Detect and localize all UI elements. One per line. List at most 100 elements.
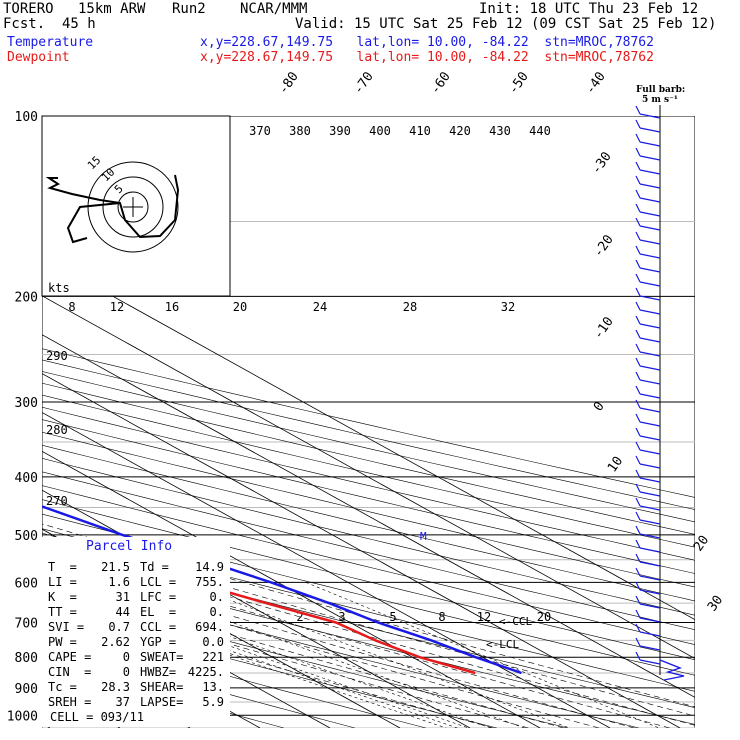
pressure-tick-label: 400 bbox=[15, 471, 38, 486]
parcel-metric-value: 0 bbox=[122, 665, 130, 679]
parcel-info-panel: Parcel Info T = 21.5 Td = 14.9 LI = 1.6 LCL = 7… bbox=[42, 537, 230, 727]
valid-time: Valid: 15 UTC Sat 25 Feb 12 (09 CST Sat … bbox=[295, 16, 717, 32]
wind-barb bbox=[635, 413, 661, 427]
dewpoint-location: x,y=228.67,149.75 lat,lon= 10.00, -84.22… bbox=[200, 50, 654, 65]
parcel-metric-value: 1.6 bbox=[108, 575, 130, 589]
theta-label: 380 bbox=[289, 124, 311, 138]
resolution-label: 15km ARW bbox=[78, 1, 146, 17]
dry-adiabat-line bbox=[42, 513, 695, 676]
isotherm-label: 20 bbox=[691, 533, 712, 554]
theta-label: 370 bbox=[249, 124, 271, 138]
wind-barb bbox=[635, 385, 661, 399]
parcel-metric-label: PW = bbox=[48, 635, 77, 649]
mixing-ratio-label: 28 bbox=[403, 300, 417, 314]
parcel-metric-label: LAPSE= bbox=[140, 695, 184, 709]
parcel-metric-value: 0.0 bbox=[202, 635, 224, 649]
parcel-metric-label: SREH = bbox=[48, 695, 92, 709]
mixing-ratio-line bbox=[305, 582, 660, 728]
parcel-metric-label: Tc = bbox=[48, 680, 77, 694]
moist-adiabat-line bbox=[42, 532, 695, 717]
wind-barb bbox=[635, 133, 661, 147]
wind-barb bbox=[635, 147, 661, 161]
source-label: NCAR/MMM bbox=[240, 1, 308, 17]
wind-barb bbox=[635, 525, 661, 539]
wind-barb bbox=[635, 651, 661, 665]
parcel-metric-value: 14.9 bbox=[195, 560, 224, 574]
wind-barb bbox=[635, 343, 661, 357]
wind-barb bbox=[635, 231, 661, 245]
wind-barb bbox=[635, 301, 661, 315]
parcel-metric-value: 755. bbox=[195, 575, 224, 589]
barb-legend-line1: Full barb: bbox=[636, 85, 686, 95]
moist-adiabat-line bbox=[42, 569, 600, 728]
dewpoint-legend: Dewpoint bbox=[7, 50, 70, 65]
parcel-metric-value: 44 bbox=[115, 605, 130, 619]
isotherm-label: -20 bbox=[591, 232, 617, 260]
pressure-tick-label: 200 bbox=[15, 290, 38, 305]
parcel-info-row: Tc = 28.3 SHEAR= 13. bbox=[48, 680, 228, 695]
mixing-ratio-label: 20 bbox=[537, 610, 551, 624]
parcel-info-row: T = 21.5 Td = 14.9 bbox=[48, 560, 228, 575]
wind-barb bbox=[635, 259, 661, 273]
parcel-metric-value: 5.9 bbox=[202, 695, 224, 709]
mixing-ratio-label: 20 bbox=[233, 300, 247, 314]
wind-barb bbox=[635, 399, 661, 413]
wind-barb bbox=[635, 273, 661, 287]
wind-barb bbox=[635, 455, 661, 469]
pressure-tick-label: 1000 bbox=[7, 709, 38, 724]
parcel-info-row: CAPE = 0 SWEAT= 221 bbox=[48, 650, 228, 665]
pressure-tick-label: 500 bbox=[15, 529, 38, 544]
dry-adiabat-line bbox=[42, 574, 639, 728]
parcel-metric-label: LFC = bbox=[140, 590, 177, 604]
isotherm-line bbox=[42, 256, 695, 621]
wind-barb bbox=[635, 105, 661, 119]
isotherm-label: 30 bbox=[705, 593, 726, 614]
wind-barb bbox=[635, 217, 661, 231]
mixing-ratio-label: 2 bbox=[296, 610, 303, 624]
ccl-annotation: <-CCL bbox=[499, 615, 532, 628]
wind-barb bbox=[635, 357, 661, 371]
isotherm-label: -10 bbox=[591, 314, 617, 342]
isotherm-label: -50 bbox=[506, 69, 532, 97]
parcel-metric-value: 0. bbox=[209, 590, 224, 604]
parcel-metric-label: LCL = bbox=[140, 575, 177, 589]
parcel-metric-label: HWBZ= bbox=[140, 665, 177, 679]
dry-adiabat-line bbox=[42, 591, 568, 728]
hodograph-panel bbox=[41, 115, 231, 297]
theta-left-label: 290 bbox=[46, 349, 68, 363]
wind-barb bbox=[635, 119, 661, 133]
wind-barb bbox=[635, 595, 661, 609]
wind-barb bbox=[635, 539, 661, 553]
wind-barb bbox=[635, 245, 661, 259]
wind-barb bbox=[635, 189, 661, 203]
wind-barb bbox=[635, 329, 661, 343]
pressure-tick-label: 900 bbox=[15, 682, 38, 697]
pressure-tick-label: 600 bbox=[15, 576, 38, 591]
parcel-metric-label: LI = bbox=[48, 575, 77, 589]
parcel-metric-value: 28.3 bbox=[101, 680, 130, 694]
hodograph-ring bbox=[102, 176, 164, 238]
moist-adiabat-line bbox=[42, 523, 695, 708]
isotherm-line bbox=[42, 373, 681, 728]
wind-barb bbox=[635, 287, 661, 301]
wind-barb bbox=[635, 497, 661, 511]
mixing-ratio-label: 8 bbox=[438, 610, 445, 624]
forecast-hours: 45 h bbox=[62, 16, 96, 32]
parcel-metric-label: TT = bbox=[48, 605, 77, 619]
parcel-metric-value: 0.7 bbox=[108, 620, 130, 634]
parcel-metric-label: SWEAT= bbox=[140, 650, 184, 664]
mixing-ratio-label: 32 bbox=[501, 300, 515, 314]
mixing-ratio-label: 3 bbox=[338, 610, 345, 624]
model-name: TORERO bbox=[3, 1, 54, 17]
dry-adiabat-line bbox=[42, 431, 695, 588]
theta-label: 400 bbox=[369, 124, 391, 138]
wind-barb bbox=[635, 483, 661, 497]
parcel-metric-value: 37 bbox=[115, 695, 130, 709]
theta-label: 440 bbox=[529, 124, 551, 138]
parcel-info-title: Parcel Info bbox=[86, 539, 173, 554]
wind-barb bbox=[635, 637, 661, 651]
init-time: Init: 18 UTC Thu 23 Feb 12 bbox=[479, 1, 699, 17]
wind-barb bbox=[635, 427, 661, 441]
parcel-metric-value: 0 bbox=[122, 650, 130, 664]
